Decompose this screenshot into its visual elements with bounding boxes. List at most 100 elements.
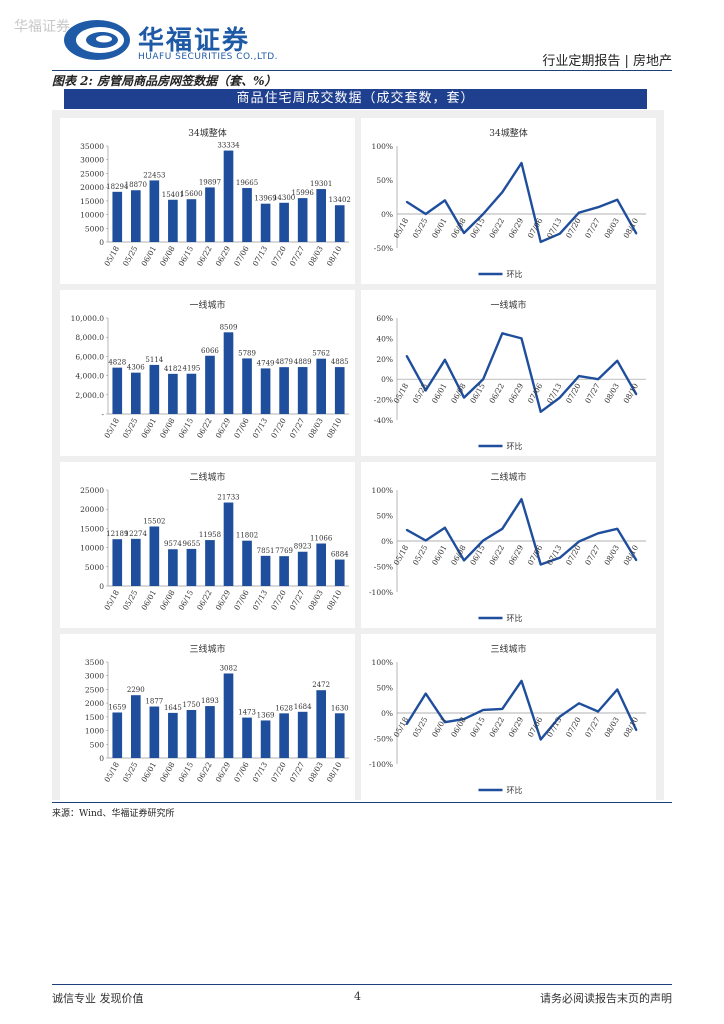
x-tick-label: 06/22 xyxy=(195,588,214,611)
x-tick-label: 08/10 xyxy=(622,382,641,405)
x-tick-label: 07/27 xyxy=(583,715,602,738)
x-tick-label: 06/08 xyxy=(158,244,177,267)
data-label: 1628 xyxy=(275,704,293,712)
data-label: 7769 xyxy=(275,547,293,555)
data-point xyxy=(635,232,638,235)
x-tick-label: 06/15 xyxy=(468,715,487,738)
data-point xyxy=(501,332,504,335)
y-tick-label: 30000 xyxy=(80,156,104,165)
data-point xyxy=(597,378,599,380)
x-tick-label: 06/01 xyxy=(139,589,158,612)
data-point xyxy=(616,527,619,530)
bar xyxy=(186,548,197,586)
data-point xyxy=(405,354,408,357)
x-tick-label: 06/22 xyxy=(487,543,506,566)
data-point xyxy=(559,715,561,718)
x-tick-label: 07/27 xyxy=(288,416,307,439)
y-tick-label: 2500 xyxy=(85,685,104,694)
x-tick-label: 08/10 xyxy=(622,715,641,738)
x-tick-label: 08/10 xyxy=(622,216,641,239)
header-divider xyxy=(52,70,672,71)
data-label: 4182 xyxy=(164,365,182,373)
x-tick-label: 06/22 xyxy=(487,382,506,405)
data-point xyxy=(616,688,619,691)
x-tick-label: 05/18 xyxy=(392,543,411,566)
x-tick-label: 08/03 xyxy=(306,588,325,611)
chart-panel: 一线城市 - 2,000.0 4,000.0 6,000.0 8,000.0 10,000.… xyxy=(60,290,355,456)
bar xyxy=(130,695,141,758)
data-point xyxy=(635,729,638,732)
data-label: 1630 xyxy=(331,704,349,712)
y-tick-label: 1500 xyxy=(85,713,104,722)
x-tick-label: 07/27 xyxy=(288,760,307,783)
y-tick-label: 50% xyxy=(376,512,393,521)
data-label: 19301 xyxy=(310,180,332,188)
y-tick-label: 15000 xyxy=(80,524,104,533)
x-tick-label: 07/20 xyxy=(269,244,288,267)
data-point xyxy=(463,232,465,234)
data-label: 1684 xyxy=(294,703,312,711)
data-label: 3082 xyxy=(220,664,238,672)
x-tick-label: 06/08 xyxy=(158,416,177,439)
bar xyxy=(297,711,308,758)
chart-svg: 34城整体 0 5000 10000 15000 20000 25000 30000 35000… xyxy=(80,127,351,268)
x-tick-label: 05/25 xyxy=(411,382,430,405)
chart-panel: 三线城市 -100% -50% 0% 50% 100% 05/18 05/25 06/01 06/… xyxy=(361,634,656,800)
x-tick-label: 08/03 xyxy=(602,715,621,738)
y-tick-label: 20% xyxy=(376,355,393,364)
x-tick-label: 07/27 xyxy=(583,382,602,405)
bar xyxy=(186,373,197,414)
y-tick-label: -40% xyxy=(374,416,393,425)
x-tick-label: 05/25 xyxy=(411,715,430,738)
x-tick-label: 07/27 xyxy=(583,543,602,566)
y-tick-label: -100% xyxy=(369,588,393,597)
data-label: 11958 xyxy=(199,531,221,539)
x-tick-label: 06/01 xyxy=(430,217,449,240)
x-tick-label: 07/13 xyxy=(251,244,270,267)
x-tick-label: 06/01 xyxy=(430,544,449,567)
chart-svg: 二线城市-100%-50%0%50%100%05/18 05/25 06/01 06/… xyxy=(369,471,646,623)
x-tick-label: 08/03 xyxy=(602,216,621,239)
data-label: 15401 xyxy=(162,191,184,199)
chart-panel: 一线城市 -40% -20% 0% 20% 40% 60% 05/18 05/25 06/01 06… xyxy=(361,290,656,456)
y-tick-label: 25000 xyxy=(80,486,104,495)
bar xyxy=(149,706,160,758)
bar xyxy=(334,205,345,242)
x-tick-label: 06/15 xyxy=(468,382,487,405)
x-tick-label: 06/22 xyxy=(195,416,214,439)
data-point xyxy=(444,199,446,202)
data-label: 5114 xyxy=(145,356,163,364)
bar xyxy=(223,673,234,758)
y-tick-label: 3000 xyxy=(85,672,104,681)
data-label: 1893 xyxy=(201,697,219,705)
x-tick-label: 08/10 xyxy=(325,244,344,267)
chart-panel: 二线城市 -100% -50% 0% 50% 100% 05/18 05/25 06/01 06/… xyxy=(361,462,656,628)
x-tick-label: 05/25 xyxy=(121,588,140,611)
bar xyxy=(149,526,160,586)
x-tick-label: 06/08 xyxy=(449,543,468,566)
bar xyxy=(260,203,271,242)
data-label: 8923 xyxy=(294,543,312,551)
data-label: 5789 xyxy=(238,349,256,357)
data-label: 1750 xyxy=(183,701,201,709)
data-point xyxy=(578,540,580,543)
data-label: 1645 xyxy=(164,704,182,712)
y-tick-label: 0% xyxy=(381,537,393,546)
footer-slogan: 诚信专业 发现价值 xyxy=(52,992,144,1005)
y-tick-label: 2000 xyxy=(85,699,104,708)
data-label: 11802 xyxy=(236,532,258,540)
data-label: 21733 xyxy=(217,494,239,502)
x-tick-label: 06/15 xyxy=(468,216,487,239)
y-tick-label: 0% xyxy=(381,375,393,384)
data-label: 18294 xyxy=(106,183,129,191)
x-tick-label: 06/15 xyxy=(468,543,487,566)
y-tick-label: -20% xyxy=(374,396,393,405)
data-point xyxy=(482,378,484,380)
data-label: 18870 xyxy=(125,181,147,189)
x-tick-label: 05/18 xyxy=(392,382,411,405)
y-tick-label: 0 xyxy=(99,238,104,247)
bar xyxy=(130,190,141,242)
x-tick-label: 07/27 xyxy=(583,216,602,239)
bar xyxy=(205,706,215,758)
data-label: 4828 xyxy=(108,359,126,367)
